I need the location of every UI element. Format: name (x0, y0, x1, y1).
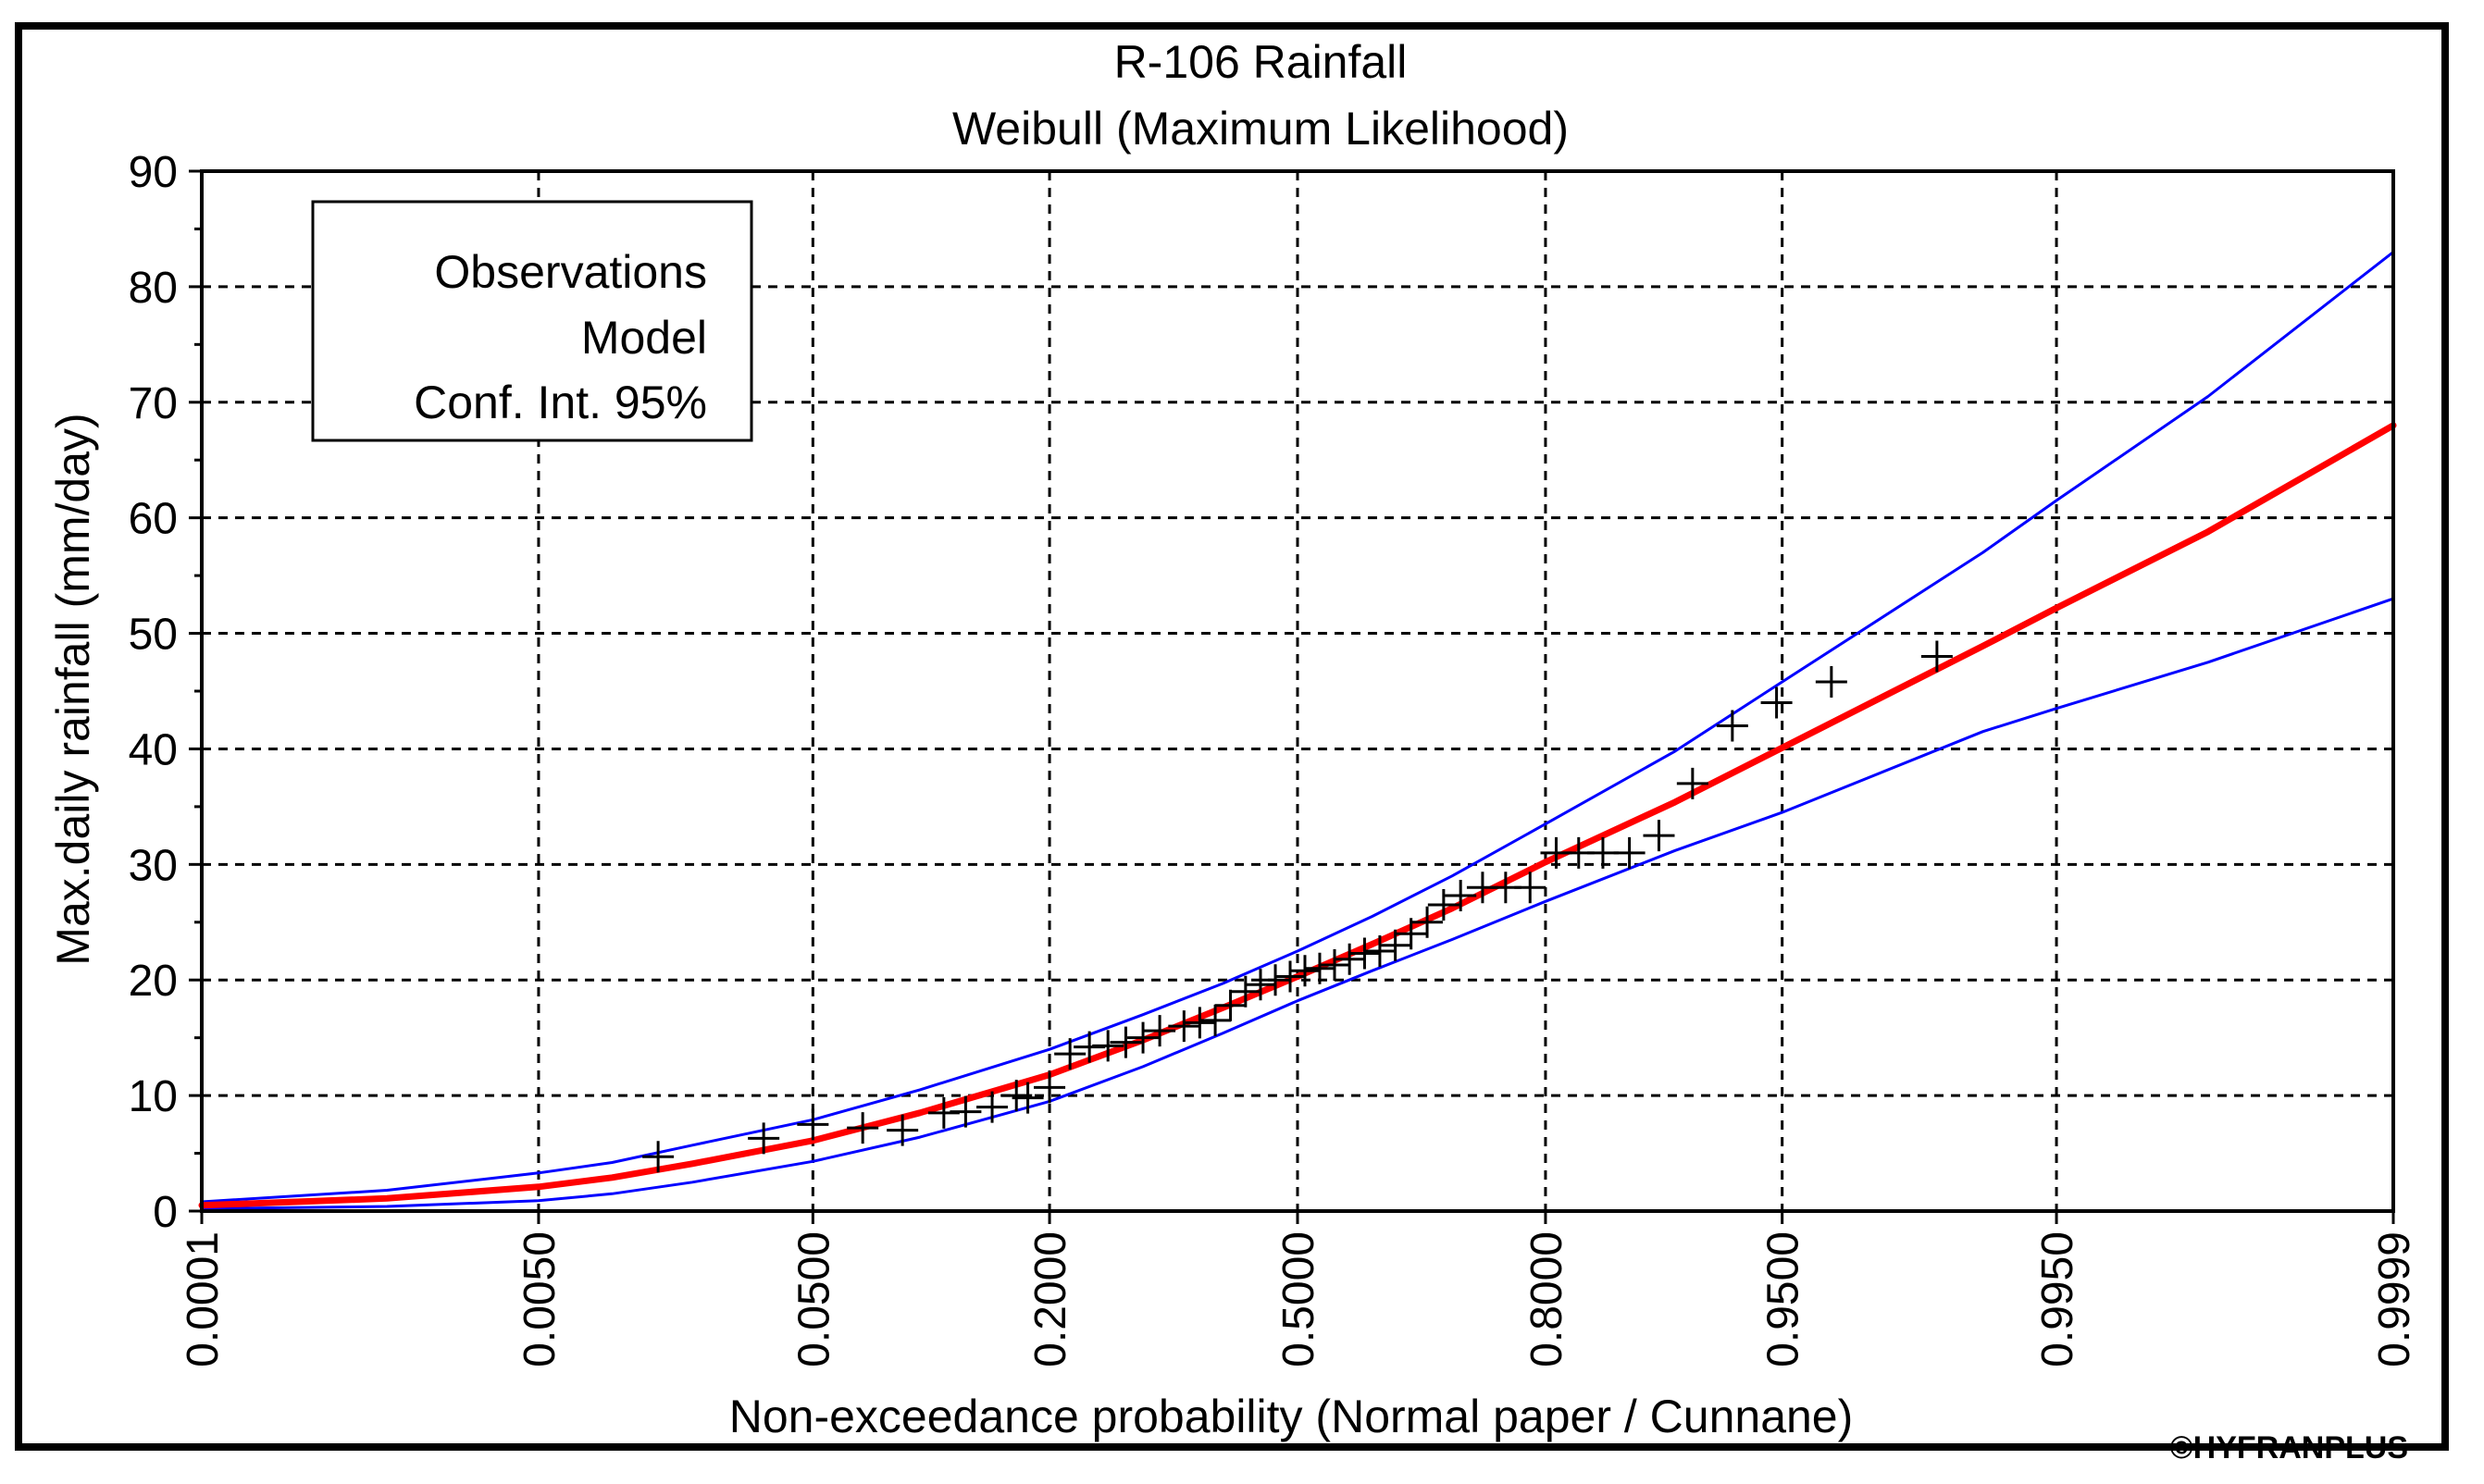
observation-marker (1244, 969, 1276, 1001)
y-tick-label: 80 (129, 264, 178, 313)
observation-marker (1288, 955, 1321, 987)
x-tick-label: 0.0500 (789, 1231, 838, 1367)
observation-marker (797, 1108, 829, 1141)
observation-marker (1760, 686, 1793, 719)
observation-marker (748, 1122, 780, 1155)
y-tick-label: 50 (129, 611, 178, 660)
observation-marker (1054, 1038, 1087, 1070)
legend-entry-model: Model (581, 312, 707, 364)
observation-marker (1613, 836, 1646, 869)
y-tick-label: 70 (129, 379, 178, 428)
chart-title: R-106 Rainfall (1114, 36, 1408, 88)
x-axis-label: Non-exceedance probability (Normal paper… (729, 1391, 1854, 1442)
observation-marker (1514, 872, 1546, 904)
x-tick-label: 0.0001 (179, 1231, 228, 1367)
x-tick-label: 0.9950 (2033, 1231, 2082, 1367)
y-tick-label: 0 (153, 1188, 178, 1237)
observation-marker (1229, 975, 1261, 1008)
y-tick-label: 10 (129, 1072, 178, 1121)
observation-marker (1214, 989, 1247, 1021)
chart-subtitle: Weibull (Maximum Likelihood) (952, 103, 1569, 155)
observation-marker (1274, 960, 1307, 993)
observation-marker (1411, 906, 1444, 938)
x-tick-label: 0.9999 (2370, 1231, 2419, 1367)
observation-marker (1395, 918, 1427, 950)
x-tick-label: 0.0050 (515, 1231, 565, 1367)
observation-marker (847, 1112, 879, 1144)
observation-marker (887, 1114, 919, 1146)
observation-marker (1586, 836, 1619, 869)
legend-entry-conf-int: Conf. Int. 95% (414, 377, 707, 428)
observation-marker (1110, 1026, 1142, 1058)
observation-marker (976, 1091, 1009, 1123)
observation-markers (642, 640, 1953, 1173)
legend-entry-observations: Observations (434, 246, 707, 298)
observation-marker (1379, 929, 1411, 961)
x-tick-label: 0.8000 (1522, 1231, 1571, 1367)
observation-marker (1427, 889, 1459, 921)
observation-marker (950, 1095, 982, 1128)
observation-marker (1168, 1010, 1200, 1043)
observation-marker (1199, 1004, 1232, 1036)
observation-marker (1676, 767, 1708, 799)
observation-marker (1127, 1021, 1160, 1054)
observation-marker (1363, 935, 1396, 967)
legend-box (311, 200, 753, 442)
observation-marker (1348, 937, 1381, 970)
watermark: ©HYFRANPLUS (2170, 1430, 2408, 1465)
observation-marker (1303, 952, 1335, 984)
x-tick-label: 0.5000 (1274, 1231, 1323, 1367)
observation-marker (1092, 1030, 1124, 1062)
legend: Observations Model Conf. Int. 95% (311, 200, 753, 442)
observation-marker (1319, 948, 1351, 981)
observation-marker (1012, 1082, 1044, 1114)
observation-marker (1920, 640, 1953, 673)
y-axis-label: Max.daily rainfall (mm/day) (47, 413, 99, 965)
observation-marker (642, 1141, 675, 1173)
observation-marker (1184, 1007, 1216, 1039)
y-tick-label: 40 (129, 725, 178, 774)
y-tick-label: 30 (129, 841, 178, 890)
observation-marker (1260, 964, 1292, 996)
observation-marker (1144, 1015, 1176, 1047)
y-tick-label: 90 (129, 148, 178, 197)
conf-int-lower-curve (200, 597, 2395, 1210)
x-axis-ticks: 0.0001 0.0050 0.0500 0.2000 0.5000 0.8000 0.95… (179, 1211, 2419, 1367)
x-tick-label: 0.9500 (1759, 1231, 1808, 1367)
observation-marker (1445, 880, 1477, 912)
observation-marker (1334, 943, 1366, 975)
observation-marker (1643, 820, 1675, 852)
observation-marker (1815, 666, 1847, 699)
conf-int-upper-curve (200, 250, 2395, 1204)
y-axis-ticks: 0 10 20 30 40 50 60 70 80 90 (129, 148, 202, 1237)
y-tick-label: 20 (129, 957, 178, 1006)
observation-marker (1034, 1071, 1066, 1104)
y-tick-label: 60 (129, 495, 178, 544)
observation-marker (1716, 710, 1748, 742)
x-tick-label: 0.2000 (1026, 1231, 1075, 1367)
